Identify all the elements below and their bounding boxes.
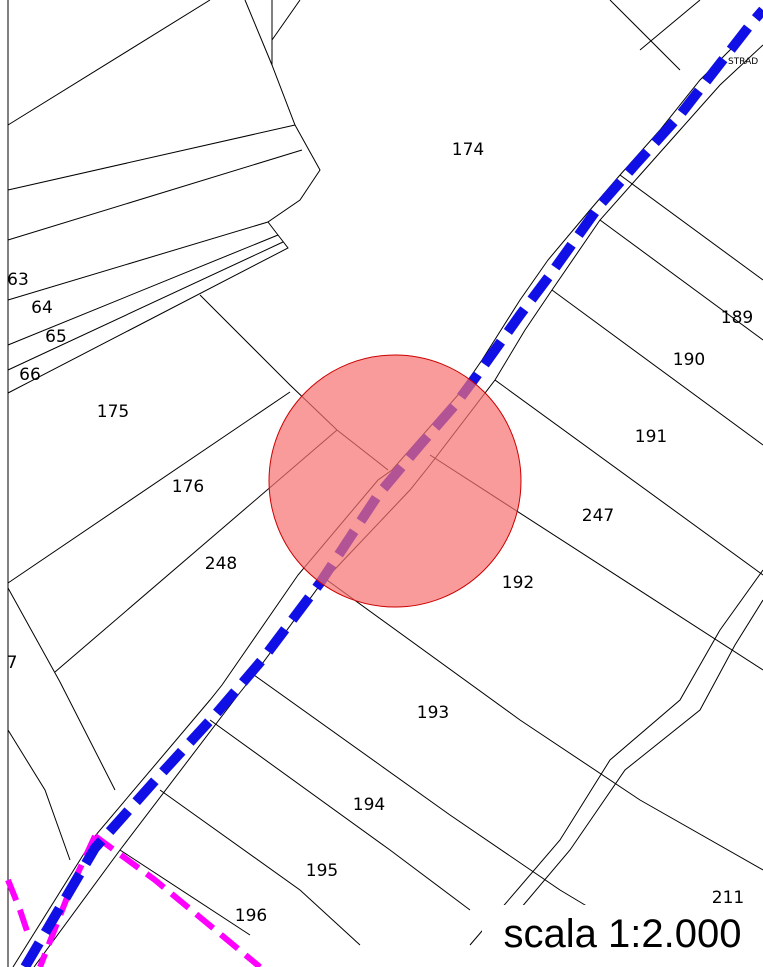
parcel-label-193: 193 [417,703,449,723]
parcel-label-195: 195 [306,861,338,881]
scale-label: scala 1:2.000 [503,911,742,956]
parcel-label-175: 175 [97,402,129,422]
parcel-label-65: 65 [45,327,67,347]
parcel-label-7-partial: 7 [7,653,18,673]
parcel-label-174: 174 [452,140,484,160]
parcel-labels: 174 175 176 248 189 190 191 247 192 193 … [7,140,754,926]
street-label: STRAD [728,57,758,67]
parcel-label-248: 248 [205,554,237,574]
scale-indicator: scala 1:2.000 [482,905,763,963]
parcel-label-190: 190 [673,350,705,370]
parcel-label-196: 196 [235,906,267,926]
parcel-label-247: 247 [582,506,614,526]
parcel-label-63-partial: 63 [7,270,29,290]
parcel-label-191: 191 [635,427,667,447]
parcel-label-192: 192 [502,573,534,593]
parcel-label-189: 189 [721,308,753,328]
parcel-label-176: 176 [172,477,204,497]
parcel-label-66: 66 [19,365,41,385]
parcel-label-194: 194 [353,795,385,815]
parcel-label-64: 64 [31,298,53,318]
highlight-area[interactable] [268,354,522,608]
parcel-label-211: 211 [712,888,744,908]
